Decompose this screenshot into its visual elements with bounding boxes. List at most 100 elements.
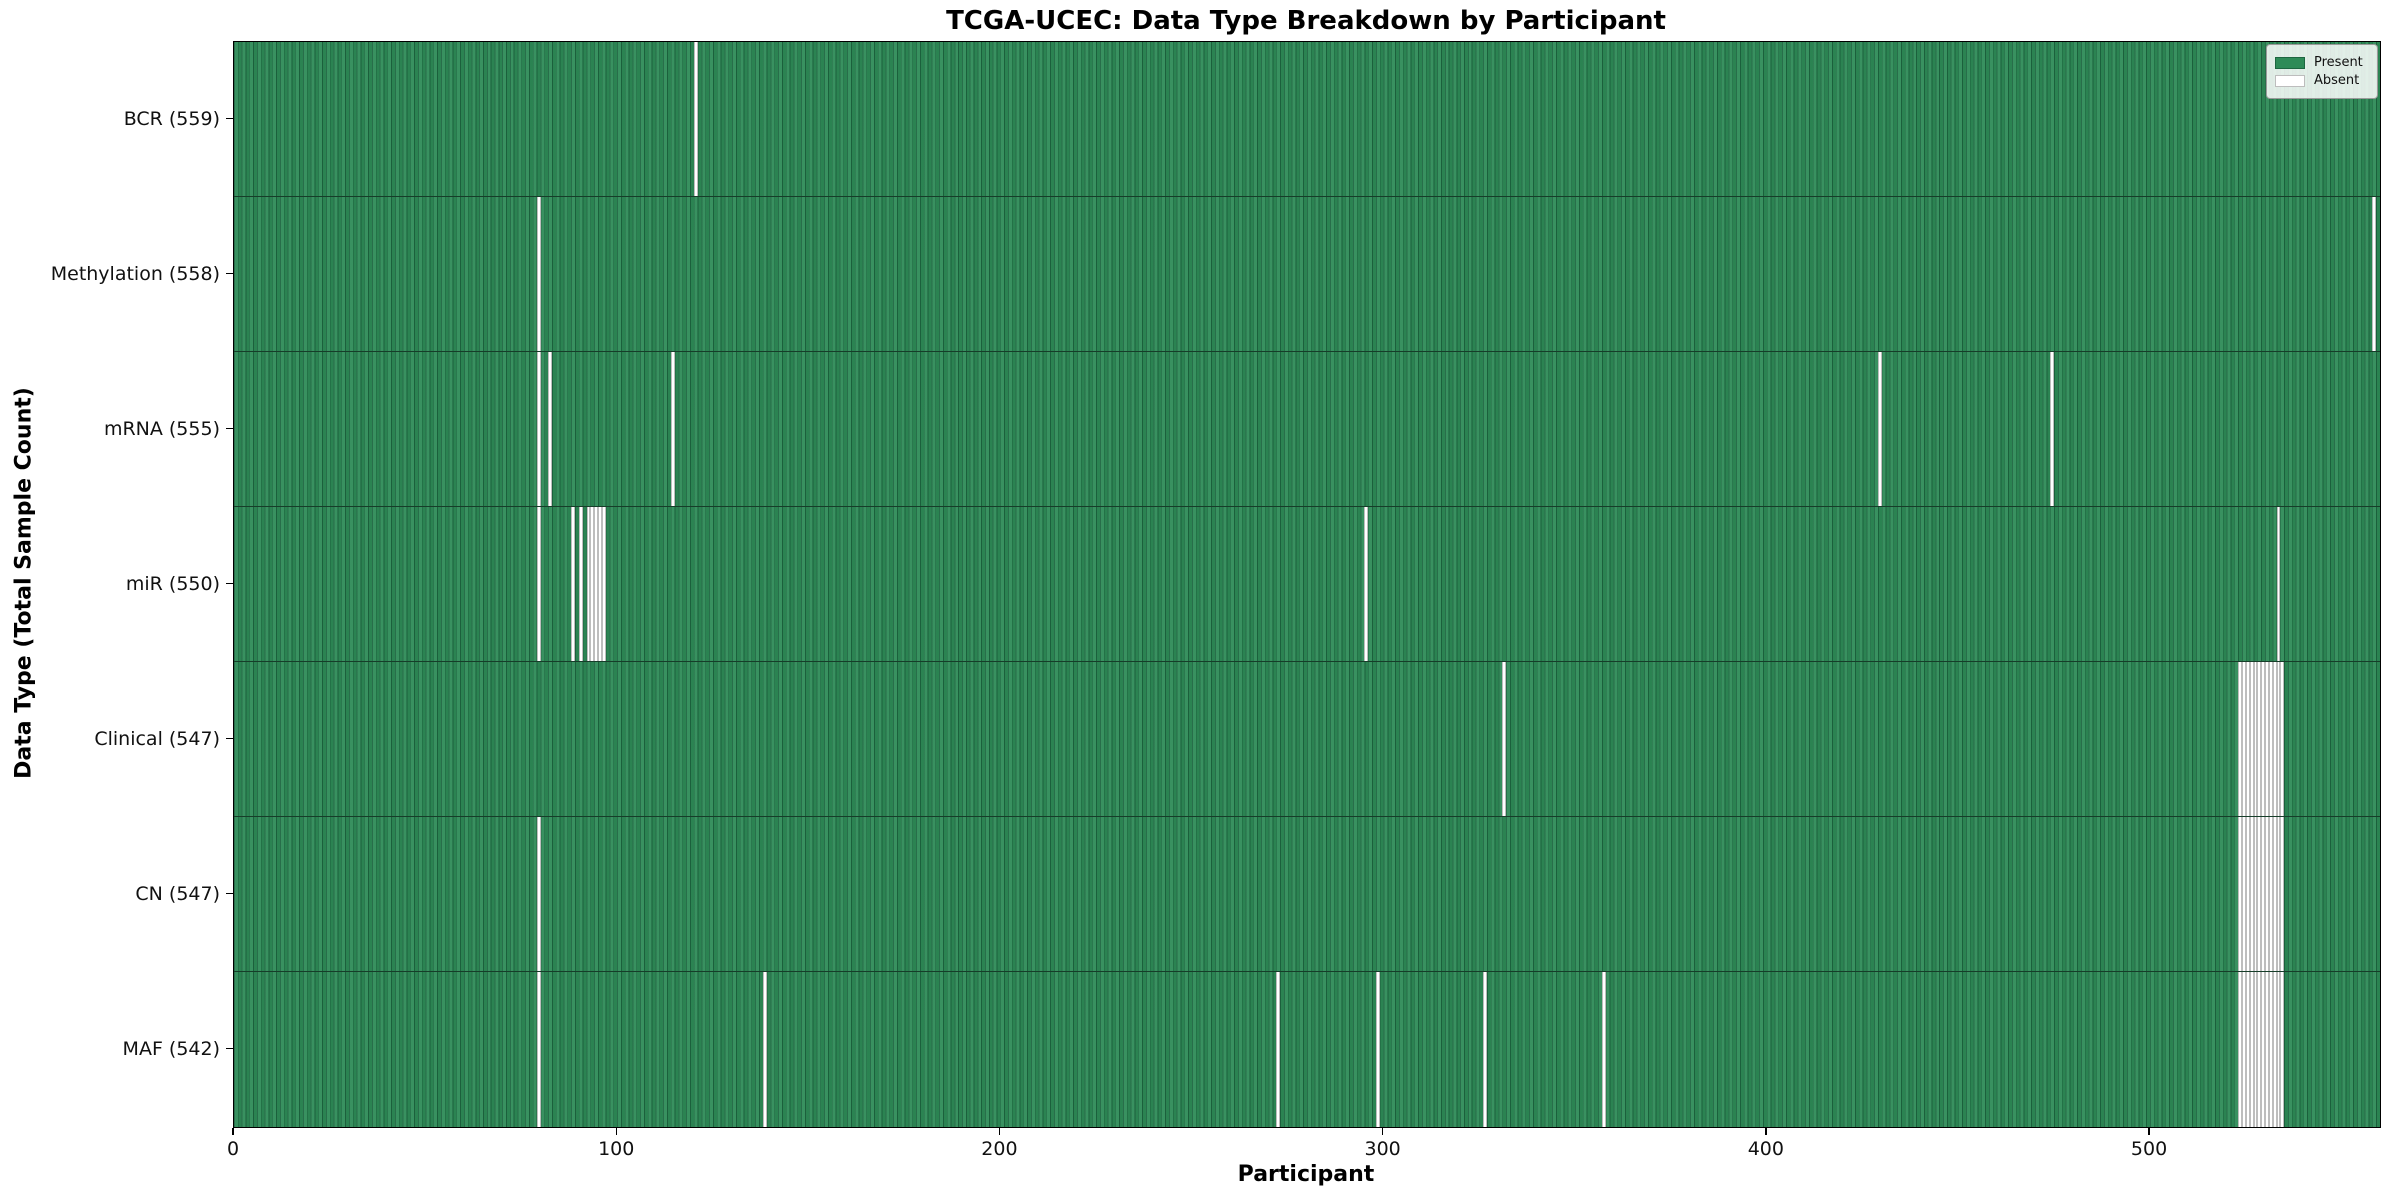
y-tick-label: BCR (559) [123,107,220,130]
absent-bar [2265,662,2269,816]
absent-bar [2249,662,2254,816]
absent-bar [594,507,599,661]
legend-entry-absent: Absent [2275,73,2368,88]
y-tick-mark [226,737,233,740]
absent-bar [2249,972,2254,1127]
present-bars [234,352,2380,506]
absent-bar [536,817,541,971]
absent-bar [670,352,675,506]
absent-bar [578,507,583,661]
y-tick-label: mRNA (555) [103,417,220,440]
absent-bar [598,507,602,661]
absent-bar [2372,197,2377,351]
y-tick-mark [226,1047,233,1050]
absent-bar [536,352,541,506]
absent-bar [2272,972,2277,1127]
x-tick-mark [232,1128,234,1135]
absent-bar [2265,817,2269,971]
y-tick-mark [226,582,233,585]
absent-bar [536,507,541,661]
x-tick-label: 100 [598,1138,635,1160]
present-bars [234,507,2380,661]
plot-area [233,41,2381,1128]
absent-bar [2245,972,2250,1127]
y-tick-mark [226,272,233,275]
x-tick-label: 0 [226,1138,240,1160]
absent-bar [2272,662,2277,816]
absent-bar [1602,972,1606,1127]
y-tick-label: miR (550) [125,572,220,595]
x-axis-label: Participant [1237,1162,1375,1187]
legend-absent-label: Absent [2314,73,2360,88]
y-tick-label: CN (547) [135,882,220,905]
present-bars [234,662,2380,816]
y-tick-label: Methylation (558) [50,262,220,285]
absent-bar [2272,817,2277,971]
absent-bar [2245,817,2250,971]
absent-bar [2276,662,2281,816]
absent-bar [2249,817,2254,971]
x-tick-label: 400 [1747,1138,1784,1160]
absent-bar [601,507,606,661]
data-row-cn [234,817,2380,972]
absent-bar [2257,662,2262,816]
absent-bar [2280,662,2285,816]
absent-bar [2268,972,2273,1127]
y-tick-label: MAF (542) [122,1037,220,1060]
absent-bar [571,507,576,661]
legend: Present Absent [2266,44,2378,99]
absent-bar [2261,817,2266,971]
x-tick-mark [1765,1128,1767,1135]
x-tick-mark [2148,1128,2150,1135]
absent-bar [2253,817,2258,971]
absent-bar [2280,972,2285,1127]
present-bars [234,197,2380,351]
data-row-methylation [234,197,2380,352]
absent-bar [2253,972,2258,1127]
absent-bar [2261,972,2266,1127]
absent-bar [1877,352,1882,506]
absent-bar [536,197,541,351]
present-swatch-icon [2275,56,2305,69]
absent-bar [2050,352,2055,506]
absent-bar [1276,972,1281,1127]
legend-present-label: Present [2314,55,2363,70]
data-row-maf [234,972,2380,1127]
x-tick-label: 300 [1364,1138,1401,1160]
absent-bar [586,507,591,661]
absent-bar [1364,507,1369,661]
absent-bar [548,352,553,506]
absent-bar [2261,662,2266,816]
x-tick-label: 200 [981,1138,1018,1160]
data-row-mir [234,507,2380,662]
absent-bar [590,507,595,661]
legend-entry-present: Present [2275,55,2368,70]
x-tick-mark [615,1128,617,1135]
present-bars [234,817,2380,971]
absent-bar [2276,972,2281,1127]
data-row-mrna [234,352,2380,507]
absent-bar [762,972,767,1127]
absent-bar [1502,662,1507,816]
absent-bar [2253,662,2258,816]
absent-bar [2276,507,2281,661]
absent-bar [2242,817,2246,971]
absent-bar [2268,662,2273,816]
present-bars [234,972,2380,1127]
x-tick-label: 500 [2130,1138,2168,1160]
absent-bar [2238,817,2243,971]
absent-bar [693,42,698,196]
present-bars [234,42,2380,196]
absent-bar [2257,972,2262,1127]
absent-bar [2238,662,2243,816]
y-tick-mark [226,117,233,120]
absent-bar [2276,817,2281,971]
absent-bar [2245,662,2250,816]
data-row-clinical [234,662,2380,817]
y-tick-mark [226,892,233,895]
absent-bar [2268,817,2273,971]
absent-bar [2257,817,2262,971]
absent-bar [2238,972,2243,1127]
x-tick-mark [998,1128,1001,1135]
